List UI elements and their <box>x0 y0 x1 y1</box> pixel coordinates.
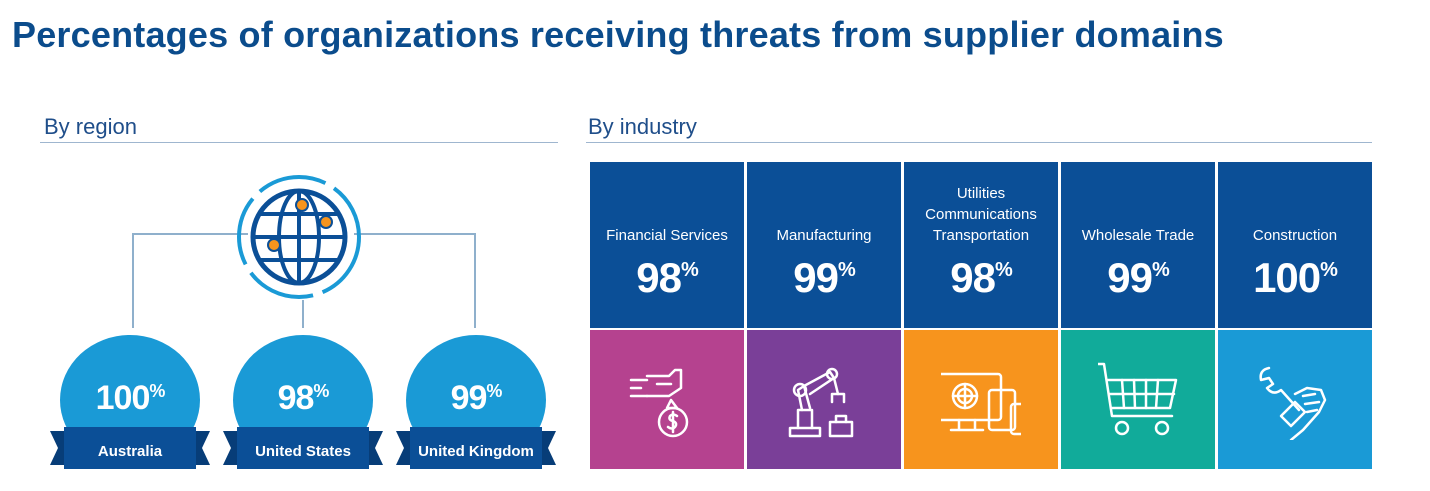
industry-name: Financial Services <box>606 227 728 244</box>
industry-value: 100% <box>1253 254 1338 301</box>
industry-tile-construction: Construction 100% <box>1218 162 1372 328</box>
hand-money-bag-icon <box>629 368 689 438</box>
industry-name: Manufacturing <box>776 227 872 244</box>
shopping-cart-icon <box>1098 362 1178 436</box>
industry-value: 98% <box>950 254 1013 301</box>
industry-tile-manufacturing: Manufacturing 99% <box>747 162 901 328</box>
region-section-label: By region <box>44 114 137 139</box>
industry-icon-tile-construction <box>1218 330 1372 469</box>
industry-value: 99% <box>1107 254 1170 301</box>
region-ribbon <box>223 427 383 469</box>
region-united-states: 98% United States <box>223 335 383 475</box>
region-label: United Kingdom <box>418 443 534 460</box>
region-divider <box>40 142 558 143</box>
industry-value: 99% <box>793 254 856 301</box>
connector-left-drop <box>132 233 134 328</box>
industry-divider <box>586 142 1372 143</box>
region-value: 100% <box>95 379 166 417</box>
connector-left <box>132 233 248 235</box>
region-label: United States <box>255 443 351 460</box>
connector-right-drop <box>474 233 476 328</box>
region-value: 99% <box>450 379 503 417</box>
hand-wrench-icon <box>1259 366 1327 440</box>
industry-name: Utilities Communications Transportation <box>925 185 1037 244</box>
region-label: Australia <box>97 443 163 460</box>
globe-icon <box>234 172 364 302</box>
industry-icon-tile-utilities <box>904 330 1058 469</box>
connector-center-drop <box>302 300 304 328</box>
industry-icon-tile-financial-services <box>590 330 744 469</box>
industry-tile-wholesale-trade: Wholesale Trade 99% <box>1061 162 1215 328</box>
industry-icon-tile-wholesale-trade <box>1061 330 1215 469</box>
robot-arm-icon <box>788 367 854 438</box>
region-australia: 100% Australia <box>50 335 210 475</box>
region-ribbon <box>396 427 556 469</box>
region-value: 98% <box>277 379 330 417</box>
industry-tile-financial-services: Financial Services 98% <box>590 162 744 328</box>
industry-name: Construction <box>1252 227 1338 244</box>
region-united-kingdom: 99% United Kingdom <box>396 335 556 475</box>
industry-section-label: By industry <box>588 114 697 139</box>
page-title: Percentages of organizations receiving t… <box>12 14 1224 55</box>
industry-tile-utilities: Utilities Communications Transportation … <box>904 162 1058 328</box>
industry-icon-tile-manufacturing <box>747 330 901 469</box>
industry-name: Wholesale Trade <box>1081 227 1195 244</box>
industry-value: 98% <box>636 254 699 301</box>
connector-right <box>354 233 475 235</box>
devices-icon <box>941 372 1021 436</box>
region-ribbon <box>50 427 210 469</box>
